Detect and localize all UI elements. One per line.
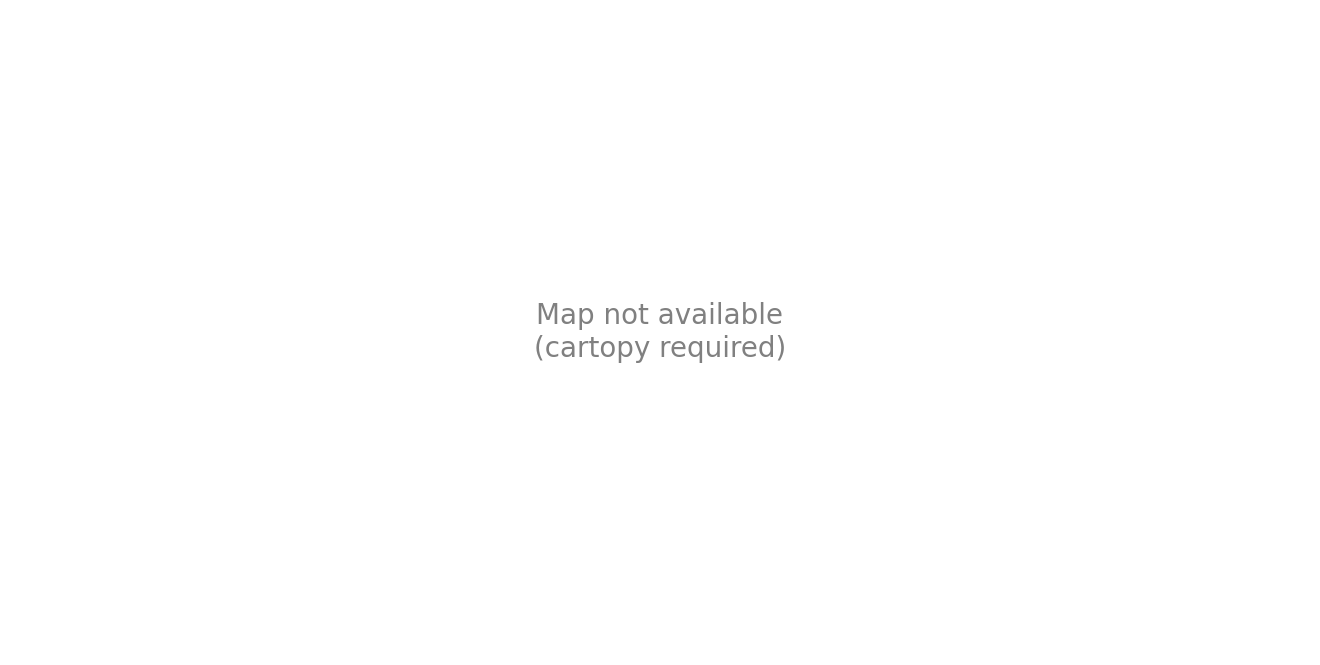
Text: Map not available
(cartopy required): Map not available (cartopy required) [533,303,787,362]
